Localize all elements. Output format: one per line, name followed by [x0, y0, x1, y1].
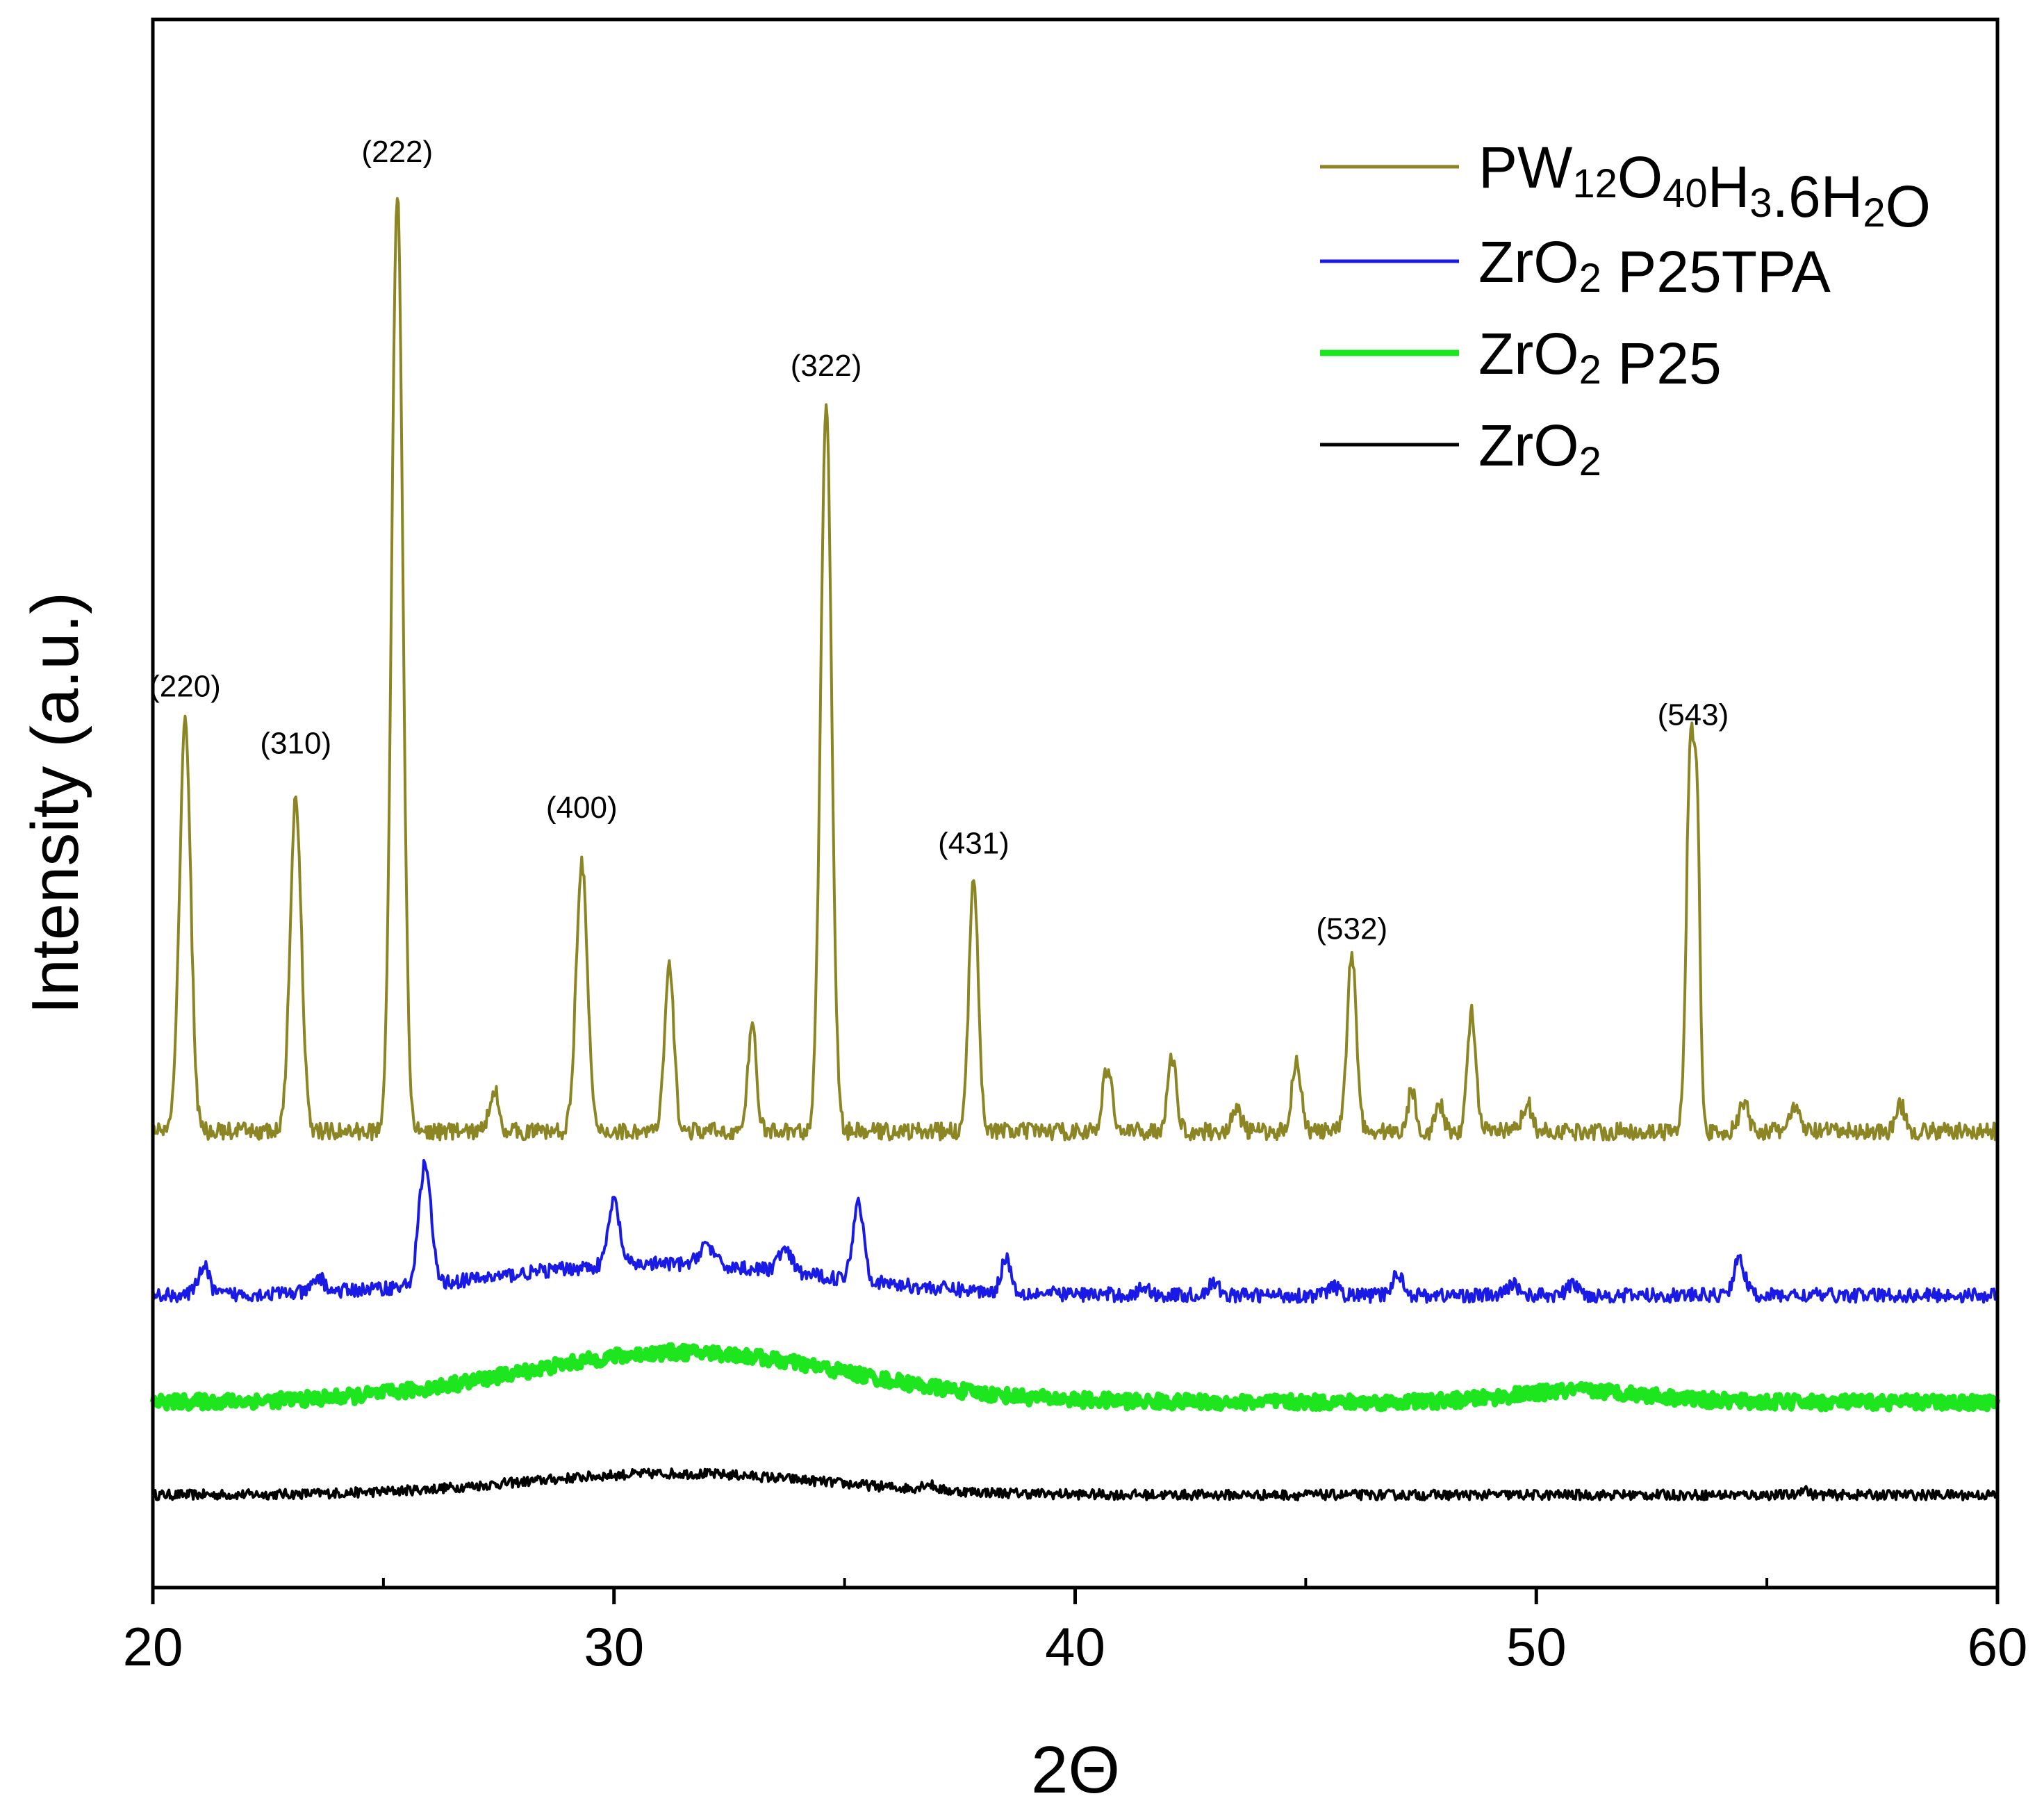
- peak-label: (322): [791, 349, 862, 383]
- legend-label-2: ZrO2 P25: [1478, 321, 1722, 396]
- legend-label-0: PW12O40H3.6H2O: [1478, 135, 1931, 239]
- peak-labels: (220) (310) (222) (400) (322) (431) (532) (543): [149, 135, 1729, 946]
- x-axis-label: 2Θ: [1031, 1733, 1120, 1807]
- peak-label: (532): [1316, 912, 1387, 946]
- peak-label: (220): [149, 670, 221, 704]
- series-line-2: [149, 1342, 2001, 1412]
- legend-label-3: ZrO2: [1478, 413, 1601, 484]
- peak-label: (400): [546, 791, 618, 825]
- y-axis-label: Intensity (a.u.): [18, 592, 92, 1014]
- peak-label: (431): [938, 826, 1009, 860]
- x-tick-label: 30: [584, 1616, 644, 1677]
- x-tick-label: 40: [1045, 1616, 1105, 1677]
- series-line-0: [151, 197, 1999, 1142]
- peak-label: (543): [1658, 698, 1729, 732]
- series-layer: [149, 197, 2001, 1501]
- series-line-1: [151, 1159, 1999, 1304]
- series-line-3: [151, 1467, 1999, 1501]
- x-tick-label: 20: [123, 1616, 183, 1677]
- peak-label: (222): [361, 135, 433, 169]
- x-axis: 20 30 40 50 60: [123, 1578, 2028, 1677]
- peak-label: (310): [260, 727, 331, 761]
- x-tick-label: 50: [1506, 1616, 1567, 1677]
- x-tick-label: 60: [1968, 1616, 2028, 1677]
- legend-label-1: ZrO2 P25TPA: [1478, 229, 1831, 304]
